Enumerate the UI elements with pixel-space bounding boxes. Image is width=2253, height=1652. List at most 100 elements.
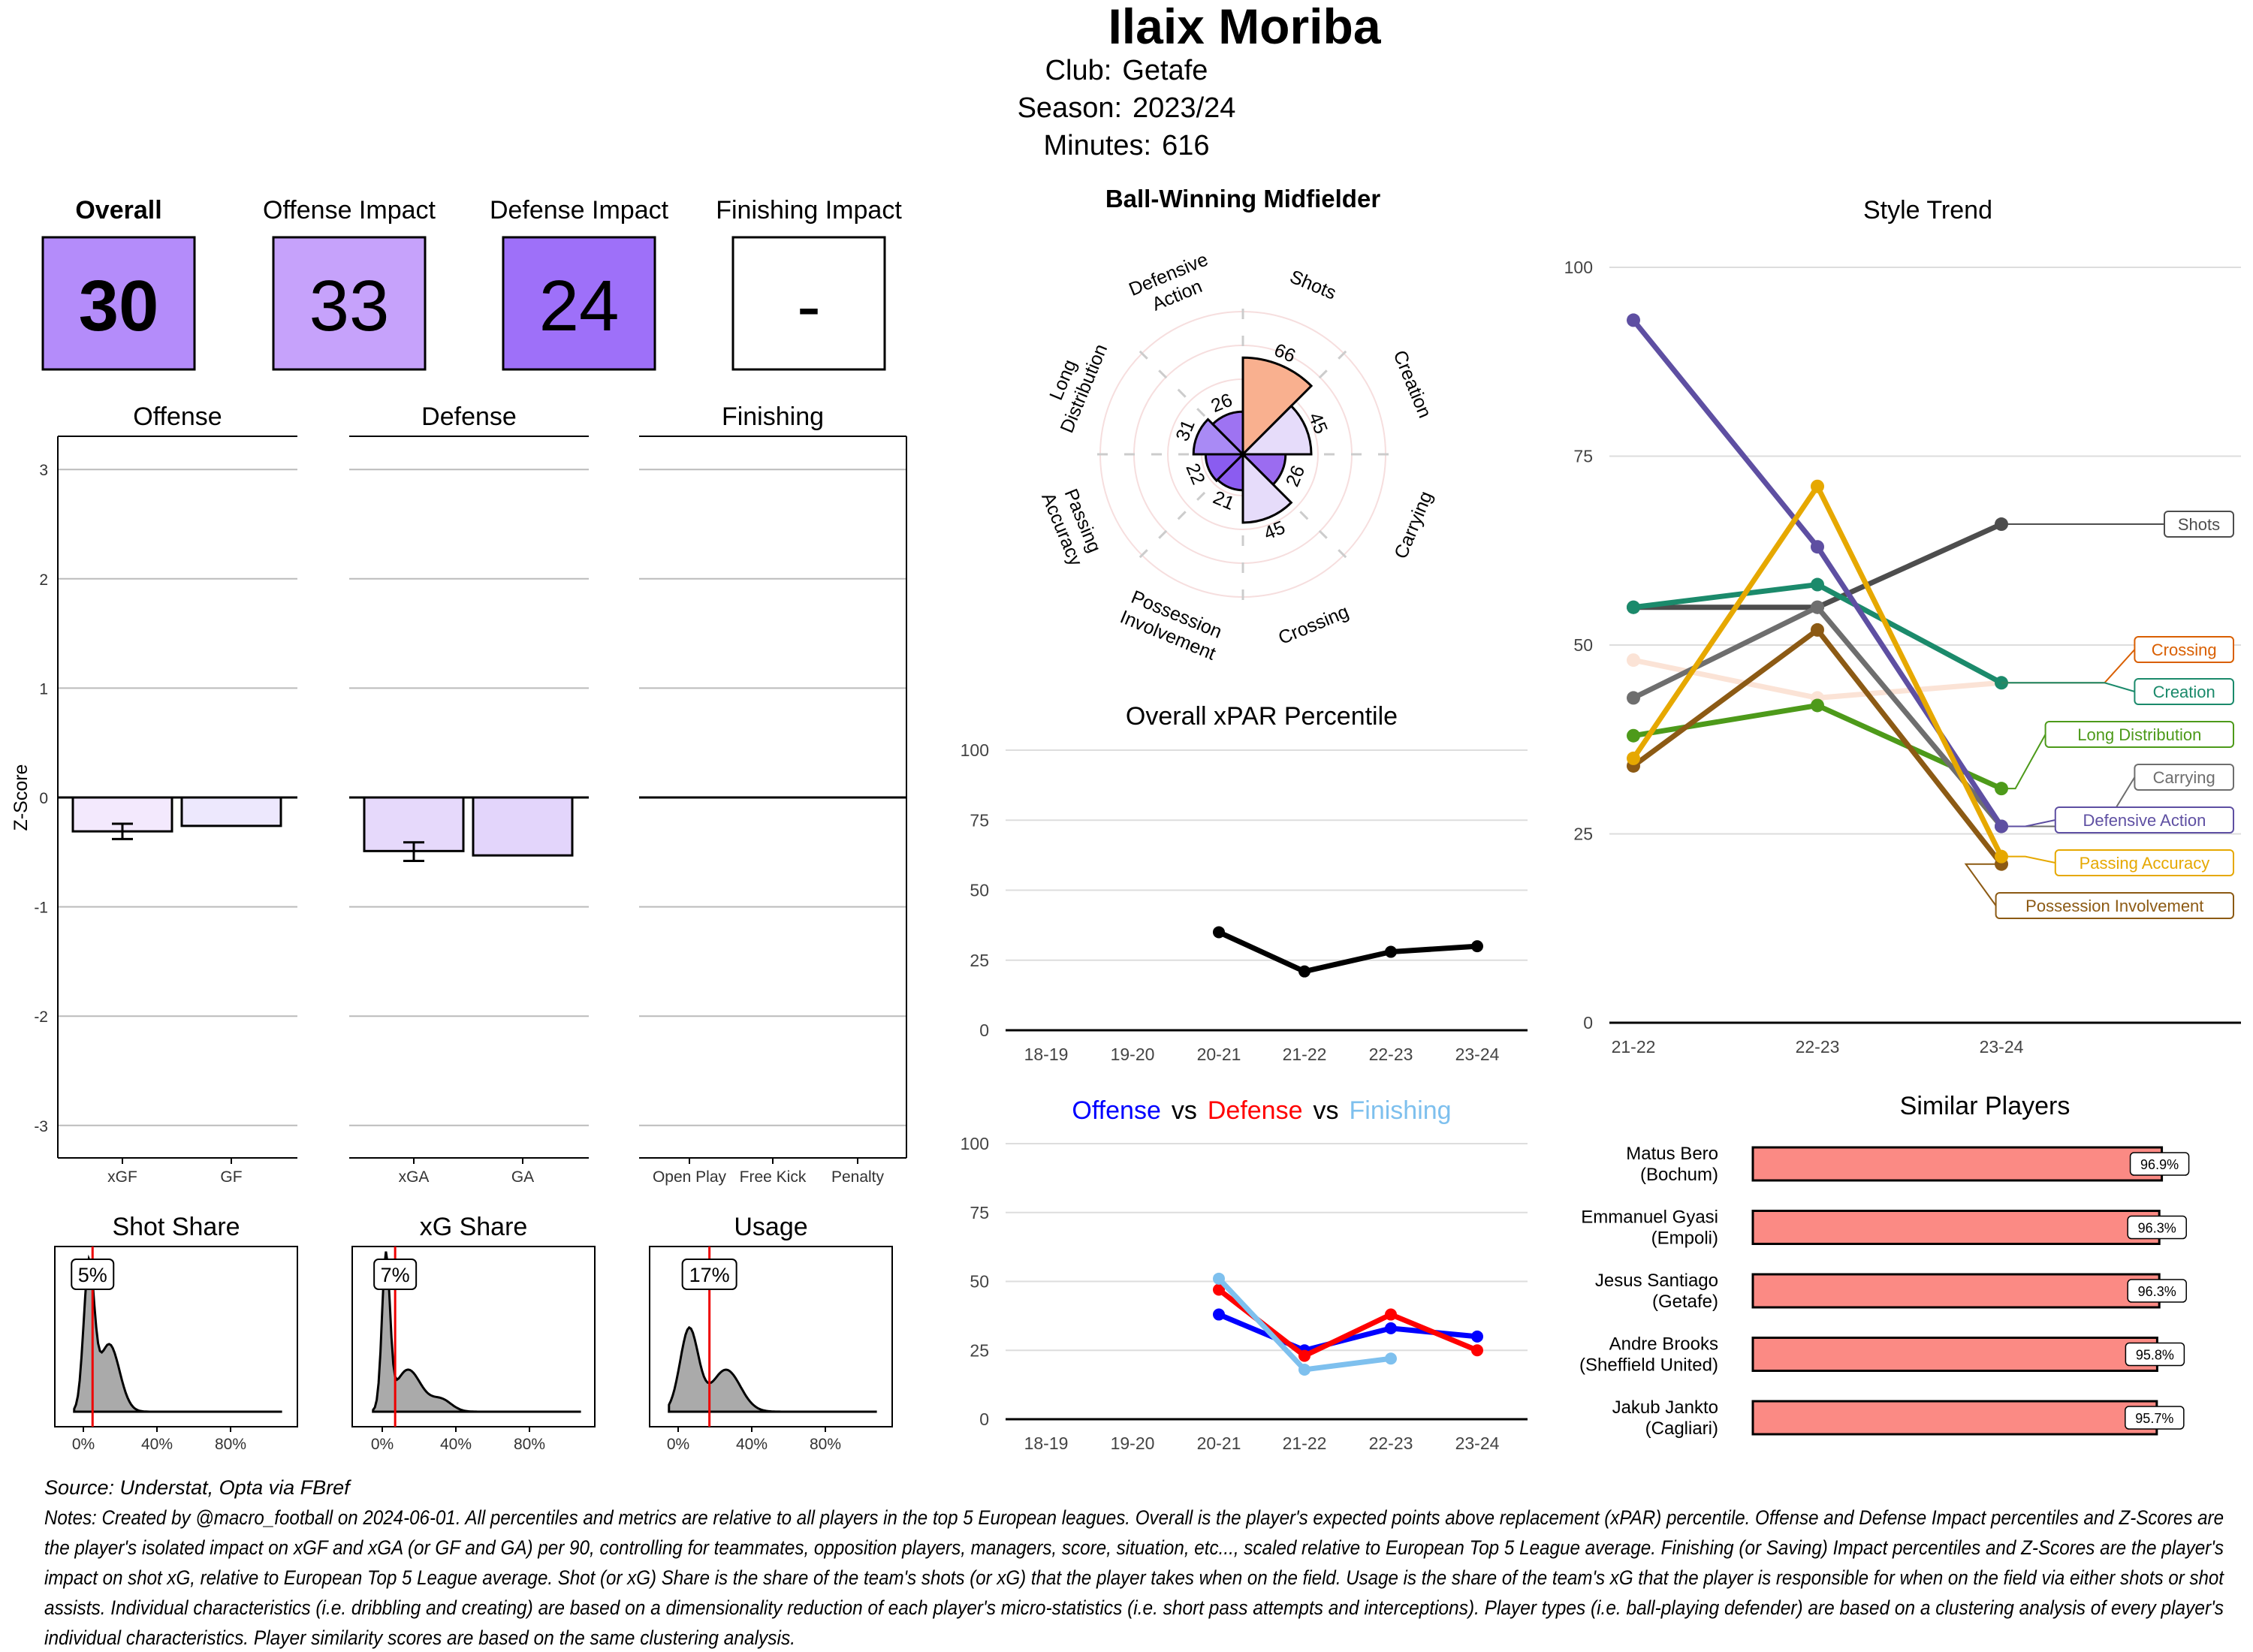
metric-box bbox=[731, 236, 886, 371]
x-tick-label: 40% bbox=[141, 1436, 173, 1453]
zscore-panel-defense: Defense xGA GA bbox=[349, 402, 589, 1186]
data-point bbox=[1298, 965, 1310, 978]
label-leader-line bbox=[1964, 863, 2001, 906]
series-label: Crossing bbox=[2152, 641, 2217, 659]
data-point bbox=[1627, 600, 1640, 614]
metric-value: 24 bbox=[539, 266, 620, 346]
radar-value-label: 45 bbox=[1261, 517, 1288, 544]
data-point bbox=[1213, 1272, 1225, 1285]
data-point bbox=[1385, 1352, 1397, 1365]
similar-player-row: Matus Bero(Bochum) 96.9% bbox=[1626, 1144, 2190, 1185]
radar-category-label: Crossing bbox=[1275, 601, 1352, 649]
impact-title-part: vs bbox=[1172, 1096, 1197, 1125]
impact-title: Offense vs Defense vs Finishing bbox=[1072, 1096, 1451, 1125]
data-point bbox=[1627, 653, 1640, 668]
zscore-panel-finishing: Finishing Open Play Free Kick Penalty bbox=[639, 402, 907, 1186]
x-tick-label: 19-20 bbox=[1111, 1433, 1155, 1453]
series-label-shots: Shots bbox=[2001, 511, 2234, 538]
y-tick-label: -2 bbox=[34, 1008, 48, 1026]
series-label: Defensive Action bbox=[2083, 811, 2206, 830]
data-point bbox=[1811, 577, 1824, 592]
metric-label: Defense Impact bbox=[490, 196, 669, 225]
metric-value: 33 bbox=[309, 266, 390, 346]
data-point bbox=[1811, 540, 1824, 554]
radar-wedge-creation bbox=[1240, 404, 1313, 456]
data-point bbox=[1298, 1363, 1310, 1376]
y-tick-label: 75 bbox=[1573, 447, 1593, 466]
label-leader-line bbox=[2001, 819, 2056, 828]
series-label: Creation bbox=[2153, 683, 2215, 701]
x-tick-label: 18-19 bbox=[1024, 1045, 1069, 1064]
similarity-label-box bbox=[2125, 1342, 2185, 1367]
data-point bbox=[1811, 623, 1824, 637]
data-point bbox=[1213, 1308, 1225, 1321]
notes-line: impact on shot xG, relative to European … bbox=[44, 1566, 2224, 1589]
radar-value-label: 21 bbox=[1210, 487, 1237, 514]
x-tick-label: 19-20 bbox=[1111, 1045, 1155, 1064]
series-passing-accuracy bbox=[1627, 479, 2008, 864]
style-trend-chart: 100 75 50 25 0 21-22 22-23 23-24 Style Trend Cros… bbox=[1564, 196, 2241, 1057]
similarity-label: 95.7% bbox=[2135, 1411, 2173, 1426]
metric-value: 30 bbox=[79, 266, 159, 346]
error-bar bbox=[403, 841, 424, 862]
x-tick-label: 23-24 bbox=[1455, 1433, 1500, 1453]
radar-category-label: Shots bbox=[1286, 266, 1339, 303]
header: Ilaix Moriba Club: Getafe Season: 2023/24 … bbox=[1018, 0, 1382, 161]
impact-title-part: vs bbox=[1313, 1096, 1339, 1125]
x-tick-label: GA bbox=[511, 1168, 534, 1186]
x-tick-label: 21-22 bbox=[1283, 1045, 1327, 1064]
data-point bbox=[1811, 479, 1824, 493]
minutes-label: Minutes: bbox=[1043, 130, 1151, 161]
y-tick-label: 0 bbox=[1583, 1013, 1593, 1032]
radar-wedge-crossing bbox=[1241, 451, 1293, 524]
impact-title-part: Finishing bbox=[1350, 1096, 1452, 1125]
metric-box bbox=[41, 236, 196, 371]
label-box bbox=[2134, 764, 2234, 791]
club-line: Club: Getafe bbox=[1045, 55, 1208, 86]
series-label: Long Distribution bbox=[2077, 725, 2201, 744]
metric-card-overall: Overall 30 bbox=[41, 196, 196, 371]
label-box bbox=[2044, 721, 2235, 748]
impact-title-part: Offense bbox=[1072, 1096, 1160, 1125]
x-tick-label: 20-21 bbox=[1197, 1433, 1241, 1453]
minutes-line: Minutes: 616 bbox=[1043, 130, 1209, 161]
panel-title: xG Share bbox=[420, 1213, 528, 1241]
similarity-label-box bbox=[2127, 1279, 2187, 1303]
y-tick-label: 25 bbox=[970, 951, 989, 970]
x-tick-label: Free Kick bbox=[740, 1168, 807, 1186]
y-tick-label: 100 bbox=[1564, 258, 1593, 277]
similarity-label: 96.3% bbox=[2138, 1284, 2176, 1299]
series-creation bbox=[1627, 577, 2008, 690]
series-label-defensive-action: Defensive Action bbox=[2001, 806, 2235, 834]
similarity-bar bbox=[1751, 1273, 2161, 1309]
y-tick-label: 25 bbox=[1573, 824, 1593, 844]
similar-player-row: Jakub Jankto(Cagliari) 95.7% bbox=[1612, 1397, 2185, 1439]
season-line: Season: 2023/24 bbox=[1018, 92, 1236, 124]
radar-value-label: 22 bbox=[1181, 460, 1209, 487]
radar-title: Ball-Winning Midfielder bbox=[1105, 185, 1381, 213]
x-tick-label: 23-24 bbox=[1455, 1045, 1500, 1064]
y-tick-label: 50 bbox=[970, 881, 989, 900]
data-point bbox=[1471, 1344, 1483, 1357]
value-label-box bbox=[681, 1259, 737, 1290]
y-tick-label: -1 bbox=[34, 900, 48, 917]
notes-line: the player's isolated impact on xGF and … bbox=[44, 1536, 2224, 1559]
player-name: Emmanuel Gyasi bbox=[1581, 1207, 1718, 1228]
density-curve bbox=[73, 1254, 282, 1413]
similar-players-title: Similar Players bbox=[1900, 1092, 2071, 1120]
data-point bbox=[1811, 698, 1824, 713]
notes-line: individual characteristics. Player simil… bbox=[44, 1626, 795, 1649]
x-tick-label: 23-24 bbox=[1980, 1037, 2024, 1057]
similar-player-row: Emmanuel Gyasi(Empoli) 96.3% bbox=[1581, 1207, 2187, 1249]
label-leader-line bbox=[2001, 734, 2046, 790]
club-label: Club: bbox=[1045, 55, 1112, 86]
notes-line: assists. Individual characteristics (i.e… bbox=[44, 1596, 2224, 1619]
style-trend-title: Style Trend bbox=[1863, 196, 1992, 225]
similarity-label-box bbox=[2127, 1215, 2187, 1240]
player-club: (Bochum) bbox=[1640, 1165, 1718, 1185]
x-tick-label: 21-22 bbox=[1283, 1433, 1327, 1453]
club-value: Getafe bbox=[1122, 55, 1208, 86]
season-value: 2023/24 bbox=[1133, 92, 1235, 124]
